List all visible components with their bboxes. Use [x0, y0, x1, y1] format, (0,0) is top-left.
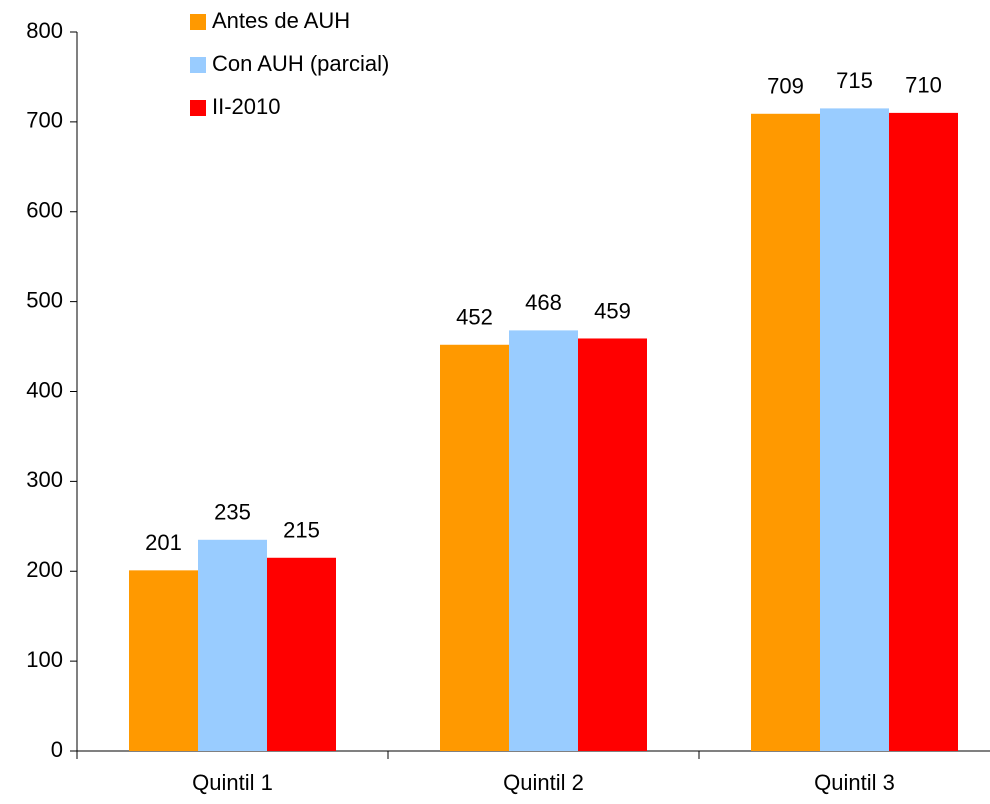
bar [198, 539, 267, 751]
y-tick-label: 600 [26, 198, 63, 223]
legend-swatch [190, 57, 206, 73]
bar [440, 344, 509, 751]
data-label: 468 [525, 290, 562, 315]
y-tick-label: 0 [51, 737, 63, 762]
x-tick-label: Quintil 2 [503, 770, 584, 795]
bar [889, 112, 958, 751]
legend-label: II-2010 [212, 94, 281, 119]
legend-label: Con AUH (parcial) [212, 51, 389, 76]
legend-swatch [190, 14, 206, 30]
data-label: 215 [283, 518, 320, 543]
bar [267, 557, 336, 751]
bar [578, 338, 647, 751]
y-tick-label: 200 [26, 557, 63, 582]
bar [129, 570, 198, 751]
legend-label: Antes de AUH [212, 8, 350, 33]
y-tick-label: 100 [26, 647, 63, 672]
data-label: 709 [767, 74, 804, 99]
x-tick-label: Quintil 3 [814, 770, 895, 795]
bar [751, 113, 820, 751]
data-label: 459 [594, 298, 631, 323]
data-label: 452 [456, 305, 493, 330]
x-tick-label: Quintil 1 [192, 770, 273, 795]
y-tick-label: 400 [26, 377, 63, 402]
y-tick-label: 700 [26, 108, 63, 133]
data-label: 715 [836, 68, 873, 93]
data-label: 710 [905, 73, 942, 98]
bar [509, 330, 578, 751]
y-tick-label: 800 [26, 18, 63, 43]
y-tick-label: 300 [26, 467, 63, 492]
legend-swatch [190, 100, 206, 116]
data-label: 201 [145, 530, 182, 555]
y-tick-label: 500 [26, 287, 63, 312]
data-label: 235 [214, 500, 251, 525]
bar [820, 108, 889, 752]
